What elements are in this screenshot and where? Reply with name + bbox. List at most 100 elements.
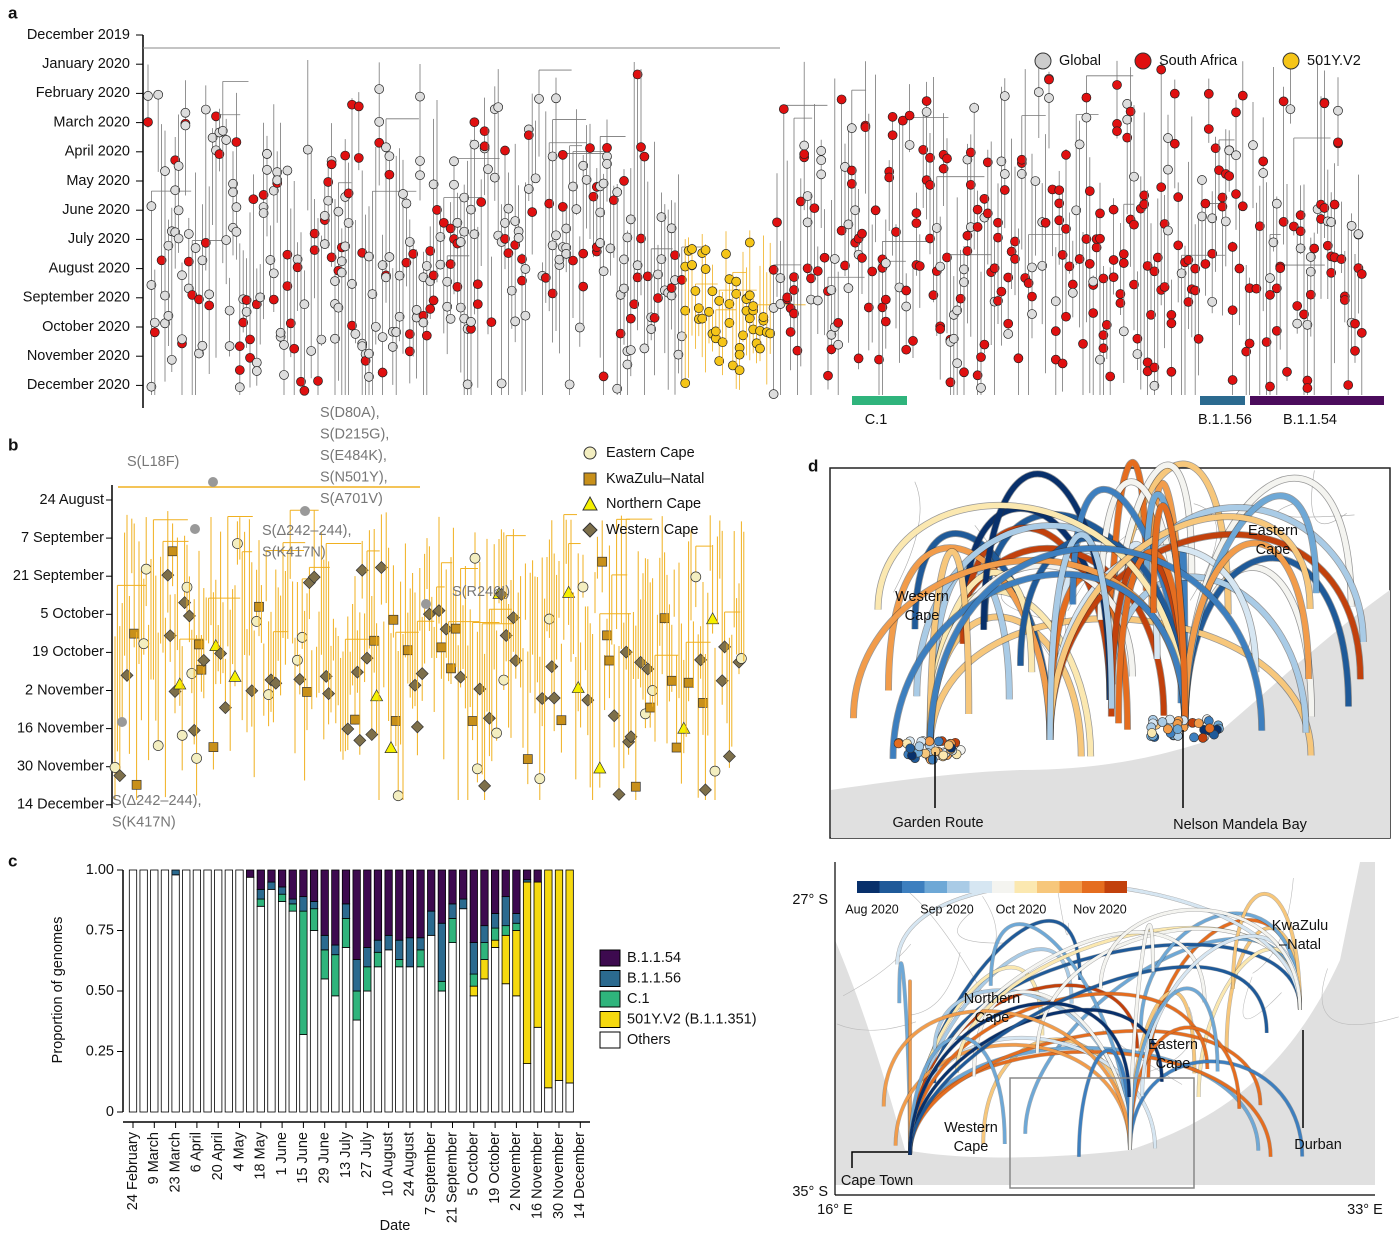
tip (132, 780, 141, 789)
tip (1119, 250, 1128, 259)
tip (351, 329, 360, 338)
tip (716, 675, 728, 687)
bar-segment (502, 984, 509, 1112)
y-tick-label: 21 September (13, 568, 104, 584)
tip (973, 205, 982, 214)
tip (205, 290, 214, 299)
tip (1272, 199, 1281, 208)
tip (1334, 106, 1343, 115)
bar-segment (332, 955, 339, 996)
y-tick-label: 7 September (21, 530, 104, 546)
tip (1204, 124, 1213, 133)
tip (205, 301, 214, 310)
tip (303, 687, 312, 696)
tip (1079, 339, 1088, 348)
tip (181, 108, 190, 117)
y-tick-label: 16 November (17, 720, 104, 736)
bar-segment (534, 882, 541, 1027)
colorbar-cell (1105, 881, 1128, 893)
bar-segment (396, 960, 403, 967)
tip (470, 553, 480, 563)
tip (229, 670, 241, 681)
tip (1109, 255, 1118, 264)
legend-label: B.1.1.56 (627, 970, 681, 986)
x-tick-label: 19 October (487, 1132, 503, 1204)
place-label: Cape (954, 1139, 989, 1155)
tip (881, 317, 890, 326)
y-tick-label: June 2020 (62, 202, 130, 218)
tip (813, 267, 822, 276)
tip (936, 262, 945, 271)
place-label: Cape (1256, 542, 1291, 558)
tip (1279, 97, 1288, 106)
tip (354, 734, 366, 746)
tip (144, 91, 153, 100)
bar-segment (374, 952, 381, 967)
tip (756, 344, 765, 353)
tip (1228, 376, 1237, 385)
tip (1174, 241, 1183, 250)
bar-segment (183, 870, 190, 1112)
tip (620, 176, 629, 185)
bar-segment (406, 967, 413, 1112)
y-tick-label: 1.00 (86, 862, 114, 878)
tip (810, 204, 819, 213)
x-tick-label: 9 March (146, 1132, 162, 1184)
bar-segment (491, 940, 498, 947)
tip (385, 252, 394, 261)
x-tick-label: 29 June (317, 1132, 333, 1184)
tip (820, 253, 829, 262)
tip (174, 206, 183, 215)
tip (168, 547, 177, 556)
tip (201, 105, 210, 114)
legend-swatch (600, 1012, 620, 1028)
bar-segment (332, 870, 339, 945)
legend-label: Global (1059, 53, 1101, 69)
tip (707, 613, 719, 624)
tip (323, 688, 335, 700)
tip (1106, 372, 1115, 381)
annotation: S(N501Y), (320, 469, 388, 485)
tip (521, 311, 530, 320)
tip (535, 774, 545, 784)
tip (246, 335, 255, 344)
bar-segment (193, 870, 200, 1112)
tip (943, 154, 952, 163)
bar-segment (353, 1020, 360, 1112)
tip (902, 345, 911, 354)
tip (232, 203, 241, 212)
tip (800, 141, 809, 150)
tip (477, 198, 486, 207)
tip (235, 366, 244, 375)
tip (1130, 220, 1139, 229)
tip (510, 655, 522, 667)
tip (187, 668, 197, 678)
tip (416, 668, 428, 680)
tip (468, 716, 477, 725)
tip (1167, 310, 1176, 319)
clade-bar (1200, 396, 1245, 405)
tip (371, 322, 380, 331)
tip (342, 723, 354, 735)
tip (701, 246, 710, 255)
x-tick-label: 21 September (444, 1132, 460, 1223)
tip (1000, 92, 1009, 101)
x-tick-label: 6 April (189, 1132, 205, 1172)
tip (648, 685, 658, 695)
tip (1259, 169, 1268, 178)
annotation: S(A701V) (320, 491, 383, 507)
annotation: S(K417N) (262, 544, 326, 560)
tip (936, 325, 945, 334)
tip (1259, 157, 1268, 166)
tip (500, 629, 512, 641)
tip (473, 280, 482, 289)
bar-segment (278, 894, 285, 901)
bar-segment (364, 967, 371, 991)
legend-marker (584, 473, 596, 485)
tip (188, 724, 200, 736)
bar-segment (396, 870, 403, 940)
tip (1028, 292, 1037, 301)
tip (1096, 234, 1105, 243)
tip (603, 143, 612, 152)
tip (255, 602, 264, 611)
